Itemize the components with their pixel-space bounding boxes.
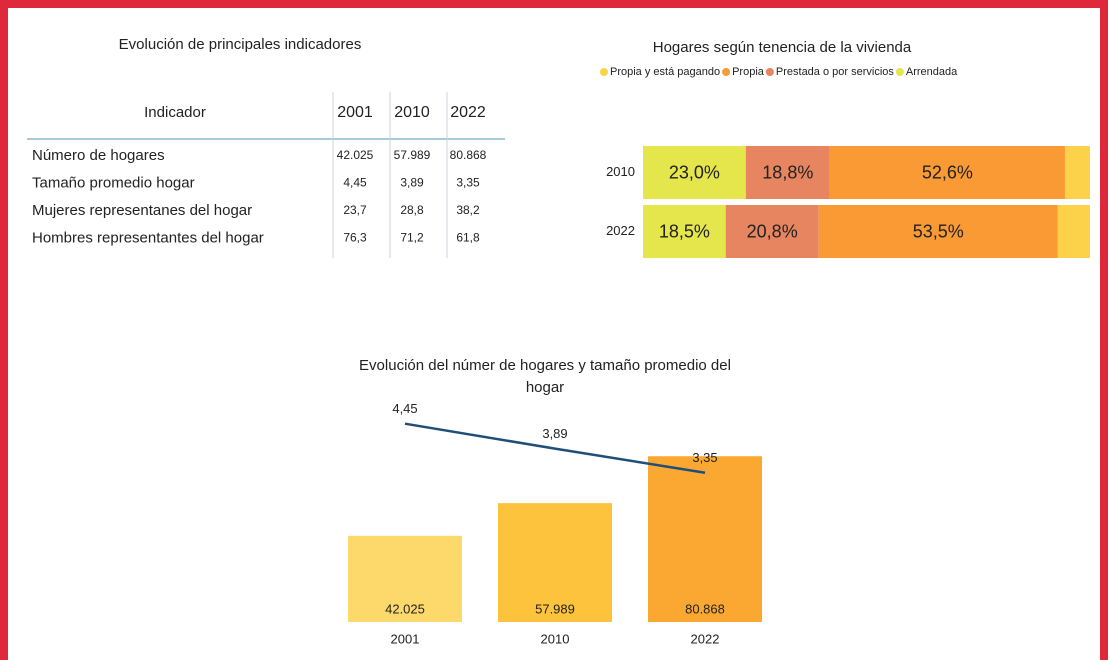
data-label: 80.868 xyxy=(685,601,725,616)
table-header: Indicador xyxy=(144,104,206,121)
table-label: Número de hogares xyxy=(32,147,165,164)
table-title: Evolución de principales indicadores xyxy=(119,36,362,53)
data-label: 42.025 xyxy=(385,601,425,616)
data-label: 20,8% xyxy=(747,221,798,241)
table-value: 3,89 xyxy=(400,176,424,190)
bar-segment xyxy=(1064,146,1090,199)
chart-title: Hogares según tenencia de la vivienda xyxy=(653,39,912,56)
line xyxy=(404,422,706,474)
legend-marker xyxy=(895,68,904,76)
bar xyxy=(498,503,612,622)
x-tick-label: 2001 xyxy=(391,631,420,646)
bar xyxy=(648,456,762,622)
legend-label: Prestada o por servicios xyxy=(776,66,894,78)
y-tick-label: 2022 xyxy=(606,223,635,238)
table-header: 2010 xyxy=(394,104,430,121)
bar-segment xyxy=(818,205,1058,258)
table-value: 61,8 xyxy=(456,231,480,245)
legend-marker xyxy=(600,68,608,76)
bar-segment xyxy=(1057,205,1090,258)
bar-segment xyxy=(745,146,830,199)
bar-segment xyxy=(829,146,1065,199)
table-header: 2022 xyxy=(450,104,486,121)
table-label: Tamaño promedio hogar xyxy=(32,174,195,191)
legend-label: Arrendada xyxy=(906,66,958,78)
table-value: 28,8 xyxy=(400,203,424,217)
bar xyxy=(348,535,462,622)
x-tick-label: 2010 xyxy=(541,631,570,646)
table-value: 80.868 xyxy=(450,148,487,162)
data-label: 52,6% xyxy=(922,162,973,182)
table-label: Mujeres representanes del hogar xyxy=(32,202,252,219)
table-value: 42.025 xyxy=(337,148,374,162)
table-value: 57.989 xyxy=(394,148,431,162)
table-value: 4,45 xyxy=(343,176,367,190)
y-tick-label: 2010 xyxy=(606,164,635,179)
table-label: Hombres representantes del hogar xyxy=(32,229,264,246)
legend-marker xyxy=(722,68,731,76)
data-label: 4,45 xyxy=(392,401,417,416)
data-label: 18,8% xyxy=(762,162,813,182)
table-header: 2001 xyxy=(337,104,373,121)
table-value: 76,3 xyxy=(343,231,367,245)
bar-segment xyxy=(643,146,746,199)
legend-marker xyxy=(765,68,774,76)
table-value: 38,2 xyxy=(456,203,480,217)
legend-label: Propia xyxy=(732,66,765,78)
table-value: 3,35 xyxy=(456,176,480,190)
data-label: 3,35 xyxy=(692,450,717,465)
x-tick-label: 2022 xyxy=(691,631,720,646)
data-label: 23,0% xyxy=(669,162,720,182)
bar-segment xyxy=(643,205,726,258)
chart-title: Evolución del númer de hogares y tamaño … xyxy=(359,357,731,396)
bar-segment xyxy=(725,205,819,258)
data-label: 3,89 xyxy=(542,426,567,441)
legend-label: Propia y está pagando xyxy=(610,66,720,78)
data-label: 53,5% xyxy=(913,221,964,241)
data-label: 18,5% xyxy=(659,221,710,241)
table-value: 71,2 xyxy=(400,231,424,245)
chart-title-box: Evolución del númer de hogares y tamaño … xyxy=(359,357,731,396)
data-label: 57.989 xyxy=(535,601,575,616)
table-value: 23,7 xyxy=(343,203,367,217)
